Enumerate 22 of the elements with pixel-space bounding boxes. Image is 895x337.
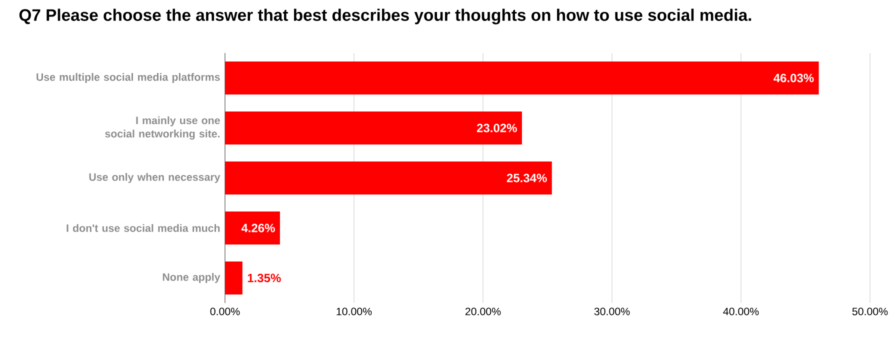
data-label: 4.26%: [241, 224, 275, 232]
y-tick-label: Use only when necessary: [89, 173, 220, 183]
chart-title: Q7 Please choose the answer that best describes your thoughts on how to use social media.: [19, 8, 752, 24]
bar: [225, 212, 280, 245]
data-label: 25.34%: [506, 174, 547, 182]
x-tick-label: 50.00%: [852, 308, 888, 316]
x-tick-label: 0.00%: [210, 308, 240, 316]
y-tick-label: I don't use social media much: [66, 224, 220, 232]
data-label: 46.03%: [774, 74, 814, 82]
x-tick-label: 20.00%: [465, 308, 501, 316]
bar: [225, 112, 522, 144]
x-tick-label: 30.00%: [594, 308, 630, 316]
data-label: 23.02%: [476, 124, 517, 132]
bar: [225, 162, 552, 195]
y-tick-label: Use multiple social media platforms: [36, 73, 220, 83]
bar: [225, 62, 819, 95]
bar: [225, 262, 242, 294]
y-tick-label: I mainly use one social networking site.: [105, 116, 220, 140]
x-tick-label: 40.00%: [723, 308, 759, 316]
x-tick-label: 10.00%: [336, 308, 372, 316]
data-label: 1.35%: [248, 274, 281, 282]
y-tick-label: None apply: [162, 273, 220, 283]
